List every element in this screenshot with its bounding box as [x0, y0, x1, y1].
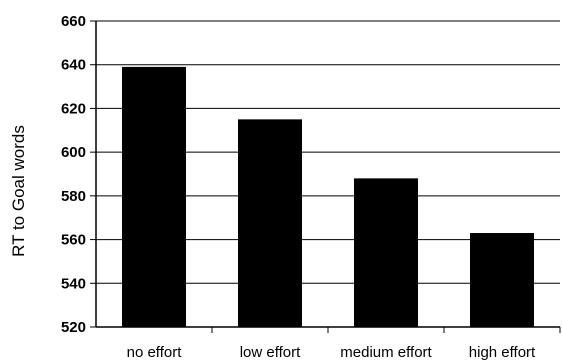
axes	[90, 20, 561, 333]
y-tick-label: 580	[61, 188, 86, 205]
bars	[122, 66, 534, 328]
x-category-label: low effort	[240, 344, 301, 361]
bar-low-effort	[238, 119, 302, 327]
y-tick-label: 560	[61, 232, 86, 249]
x-category-labels: no effort low effort medium effort high eff…	[127, 344, 536, 361]
x-category-label: no effort	[127, 344, 183, 361]
bar-no-effort	[122, 66, 186, 328]
y-tick-label: 540	[61, 275, 86, 292]
bar-high-effort	[470, 233, 534, 327]
x-category-label: medium effort	[340, 344, 432, 361]
bar-medium-effort	[354, 178, 418, 327]
x-category-label: high effort	[469, 344, 536, 361]
y-tick-labels: 520 540 560 580 600 620 640 660	[61, 13, 86, 336]
y-tick-label: 620	[61, 100, 86, 117]
y-axis-title: RT to Goal words	[9, 125, 28, 257]
y-tick-label: 660	[61, 13, 86, 30]
y-tick-label: 600	[61, 144, 86, 161]
y-tick-label: 640	[61, 57, 86, 74]
y-tick-label: 520	[61, 319, 86, 336]
